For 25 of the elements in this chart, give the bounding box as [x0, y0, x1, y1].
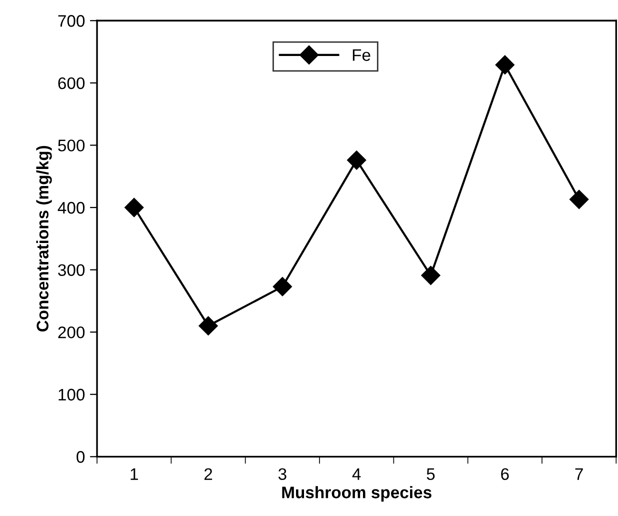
point [272, 277, 292, 296]
x-tick-label: 4 [352, 468, 361, 480]
y-tick-label: 700 [58, 15, 85, 27]
y-tick-label: 600 [58, 77, 85, 90]
y-tick-label: 200 [58, 326, 85, 338]
y-axis-title: Concentrations (mg/kg) [36, 146, 52, 332]
x-tick-label: 7 [575, 468, 583, 480]
x-tick-label: 3 [278, 468, 286, 480]
point [421, 266, 440, 285]
x-axis-title: Mushroom species [282, 486, 432, 502]
point [570, 190, 589, 209]
y-tick-label: 500 [58, 140, 85, 152]
legend-label: Fe [352, 49, 370, 61]
x-tick-label: 5 [426, 468, 435, 480]
x-tick-label: 6 [501, 468, 509, 480]
point [495, 55, 514, 74]
y-tick-label: 100 [58, 388, 85, 401]
point [198, 316, 218, 336]
point [124, 198, 144, 218]
point [347, 150, 366, 170]
x-tick-label: 1 [130, 468, 138, 480]
y-tick-label: 300 [58, 264, 85, 276]
y-tick-label: 0 [76, 451, 85, 463]
x-tick-label: 2 [204, 468, 212, 480]
y-tick-label: 400 [58, 202, 85, 214]
